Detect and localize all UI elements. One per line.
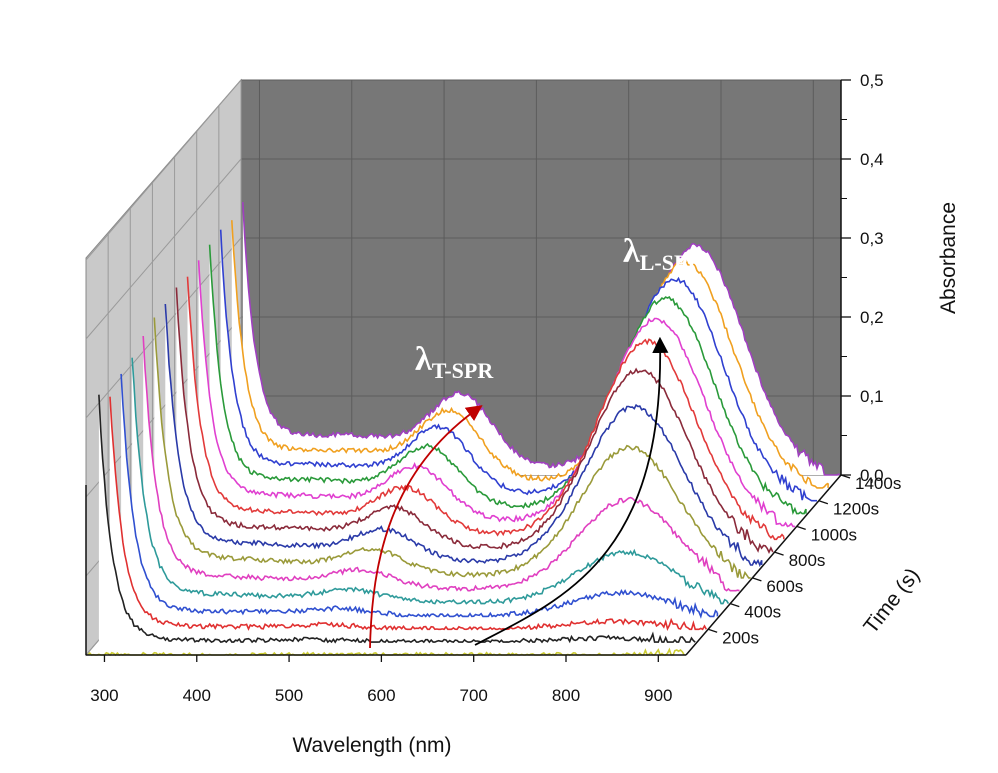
l-spr-subscript: L-SPR [640,250,705,275]
series-line-1300 [231,220,829,489]
y-tick-label: 0,4 [860,150,884,169]
series-line-1400 [242,202,840,476]
t-spr-arrow [369,405,483,649]
side-grid-h [85,237,242,419]
x-tick-label: 800 [552,686,580,705]
z-tick-label: 200s [722,628,759,647]
t-spr-label: λT-SPR [415,341,494,383]
y-tick-label: 0,2 [860,308,884,327]
series-line-800 [175,287,774,554]
l-spr-arrow [474,336,669,646]
series-line-700 [164,303,763,568]
series-line-600 [153,317,751,579]
y-axis-title: Absorbance [937,202,960,314]
y-tick-label: 0,3 [860,229,884,248]
z-tick [730,602,740,608]
side-grid-h [85,158,242,340]
z-tick [840,474,851,479]
series-layer [87,202,840,657]
z-tick [752,577,762,582]
z-tick-label: 600s [766,577,803,596]
y-tick-label: 0,0 [860,466,884,485]
t-spr-subscript: T-SPR [432,358,495,383]
x-tick-label: 700 [460,686,488,705]
series-line-300 [120,373,718,619]
series-line-1100 [208,244,807,515]
x-tick-label: 600 [367,686,395,705]
y-tick-label: 0,1 [860,387,884,406]
x-tick-label: 300 [90,686,118,705]
series-fill-500 [143,336,740,591]
z-tick [707,628,718,633]
y-tick-label: 0,5 [860,71,884,90]
z-tick-label: 1000s [811,525,857,544]
z-tick [774,551,784,556]
z-tick-label: 400s [744,603,781,622]
t-spr-lambda: λ [415,341,432,378]
l-spr-lambda: λ [623,233,640,270]
side-grid-h [85,79,242,261]
x-tick-label: 500 [275,686,303,705]
axes: 300 400 500 600 700 800 900 0,0 0,1 0,2 0,3 0,4 0,5 2… [85,71,901,705]
z-tick [796,525,806,531]
series-line-200 [109,396,708,631]
x-tick-label: 400 [183,686,211,705]
series-line-100 [98,394,696,644]
z-tick [818,500,829,505]
x-tick-label: 900 [644,686,672,705]
z-axis-title: Time (s) [859,564,924,638]
series-line-1200 [219,229,817,502]
series-line-900 [186,276,785,541]
z-tick-label: 1200s [833,500,879,519]
l-spr-label: λL-SPR [623,233,704,275]
series-line-400 [131,357,730,605]
z-tick-label: 1400s [855,474,901,493]
z-tick-label: 800s [789,551,826,570]
x-axis-title: Wavelength (nm) [292,734,451,757]
z-axis-line [685,474,842,656]
series-line-1000 [197,260,795,528]
series-fill-400 [132,357,729,604]
series-line-500 [142,335,740,592]
